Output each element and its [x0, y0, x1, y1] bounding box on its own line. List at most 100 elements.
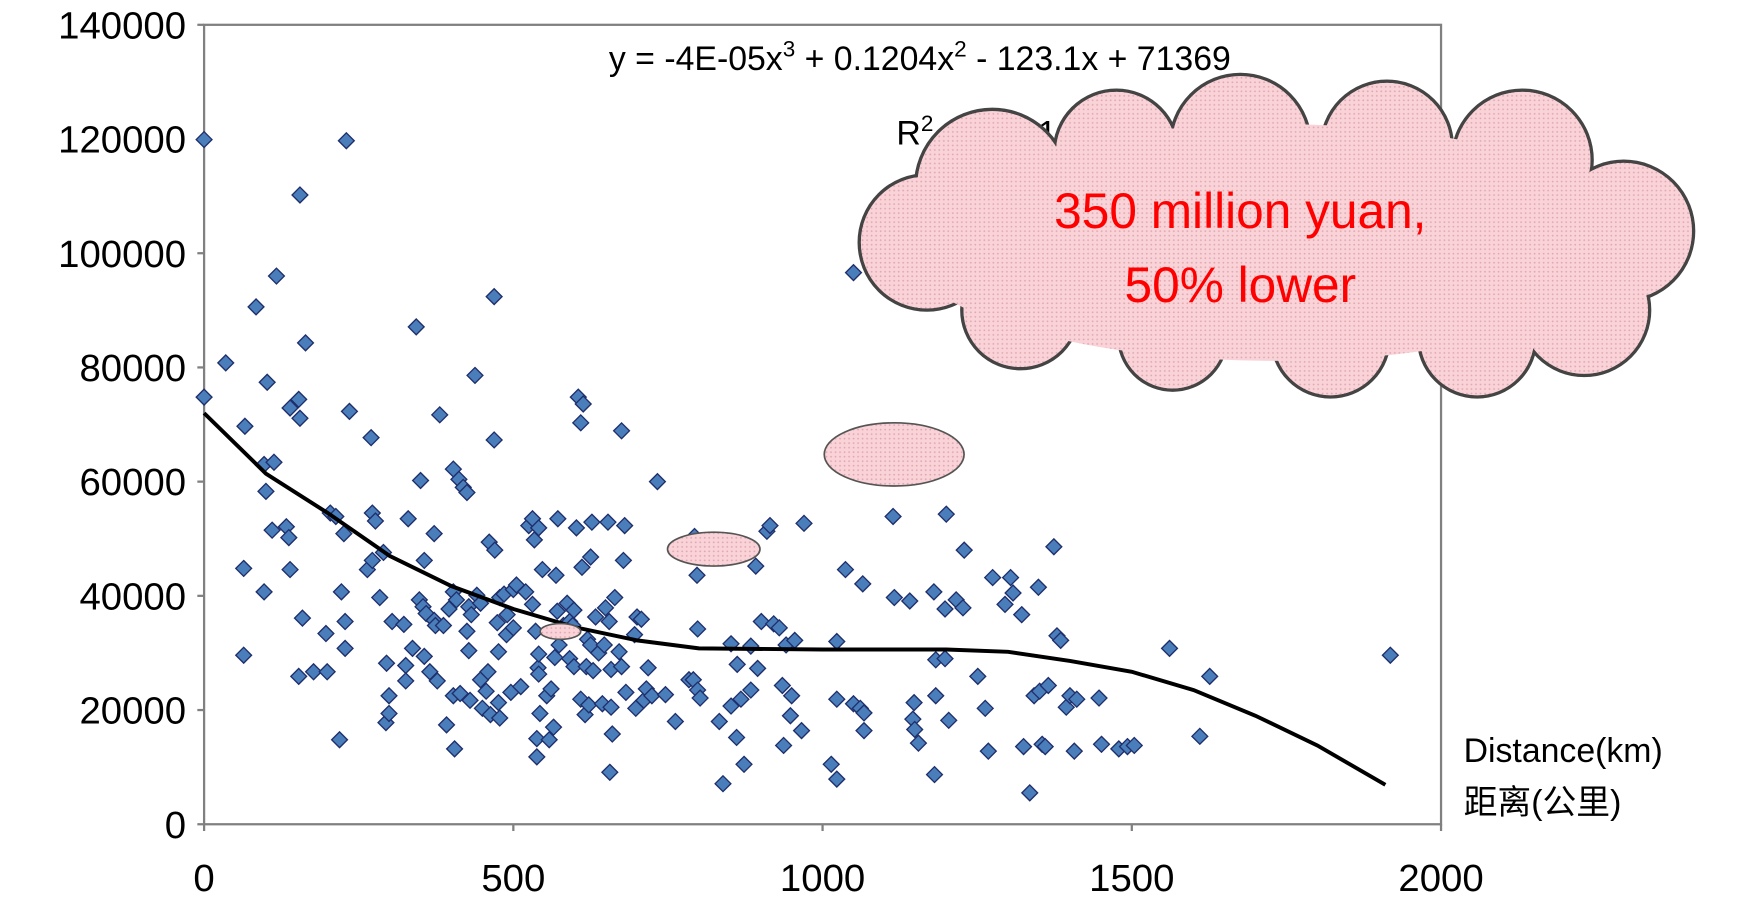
point: [761, 516, 779, 535]
point: [399, 509, 418, 528]
y-tick-label: 120000: [58, 119, 186, 162]
point: [498, 605, 516, 624]
point: [1029, 578, 1048, 597]
point: [234, 646, 253, 665]
point: [909, 734, 928, 753]
x-tick-label: 0: [193, 857, 214, 900]
point: [549, 509, 567, 528]
point: [770, 618, 789, 637]
point: [584, 661, 602, 680]
point: [586, 608, 605, 626]
point: [293, 609, 312, 627]
point: [774, 736, 793, 755]
point: [603, 725, 622, 743]
point: [612, 657, 631, 676]
point: [1051, 631, 1070, 650]
point: [1160, 639, 1179, 658]
point: [411, 471, 430, 490]
r2-part: R: [896, 114, 920, 152]
x-tick-label: 1500: [1089, 857, 1174, 900]
point: [1014, 737, 1033, 756]
point: [968, 667, 987, 686]
point: [477, 682, 495, 701]
highlight-ellipses: [539, 421, 965, 641]
point: [1039, 676, 1058, 695]
point: [485, 287, 504, 306]
point: [746, 557, 765, 575]
point: [544, 718, 563, 737]
point: [573, 558, 591, 577]
point: [291, 186, 309, 204]
point: [691, 689, 709, 707]
point: [643, 686, 661, 705]
point: [332, 582, 351, 601]
point: [926, 686, 945, 705]
point: [430, 405, 449, 424]
point: [1200, 667, 1219, 686]
point: [529, 645, 548, 663]
point: [574, 395, 593, 413]
point: [195, 388, 213, 406]
point: [571, 413, 590, 432]
point: [614, 551, 633, 570]
x-tick-label: 500: [481, 857, 545, 900]
point: [567, 519, 586, 537]
point: [983, 568, 1002, 587]
point: [936, 600, 954, 618]
point: [370, 588, 389, 607]
trendline: [202, 411, 1387, 787]
point: [979, 742, 998, 761]
point: [727, 728, 746, 747]
point: [437, 716, 456, 734]
point: [263, 521, 281, 540]
point: [258, 373, 277, 392]
point: [335, 524, 353, 543]
point: [976, 699, 995, 718]
point: [466, 366, 484, 385]
point: [547, 566, 565, 585]
point: [451, 684, 469, 703]
point: [279, 528, 298, 547]
y-tick-label: 140000: [58, 4, 186, 47]
eq-sup: 2: [954, 36, 967, 61]
eq-part: y = -4E-05x: [609, 40, 783, 78]
point: [565, 601, 583, 619]
point: [595, 636, 614, 654]
point: [523, 595, 542, 614]
point: [267, 267, 286, 285]
point: [600, 612, 619, 631]
point: [337, 131, 356, 150]
point: [1125, 736, 1144, 755]
point: [234, 559, 253, 578]
x-tick-label: 1000: [780, 857, 865, 900]
point: [648, 472, 667, 491]
point: [735, 755, 753, 774]
point: [955, 541, 974, 560]
point: [296, 334, 315, 352]
point: [781, 706, 800, 725]
point: [458, 622, 476, 641]
point: [490, 709, 509, 727]
point: [884, 507, 902, 526]
point: [905, 693, 923, 712]
point: [937, 505, 956, 524]
point: [485, 431, 504, 449]
point: [504, 618, 523, 637]
y-tick-label: 80000: [79, 347, 186, 390]
point: [489, 642, 508, 661]
point: [488, 613, 507, 632]
y-tick-label: 100000: [58, 233, 186, 276]
point: [216, 354, 235, 372]
ellipse: [539, 622, 582, 641]
point: [479, 662, 497, 681]
point: [844, 263, 863, 282]
point: [722, 697, 740, 715]
point: [550, 636, 568, 654]
x-tick-label: 2000: [1398, 857, 1483, 900]
annotation-line: 50% lower: [1125, 257, 1357, 313]
point: [336, 639, 354, 658]
point: [265, 453, 283, 472]
point: [617, 683, 635, 702]
point: [236, 417, 254, 436]
